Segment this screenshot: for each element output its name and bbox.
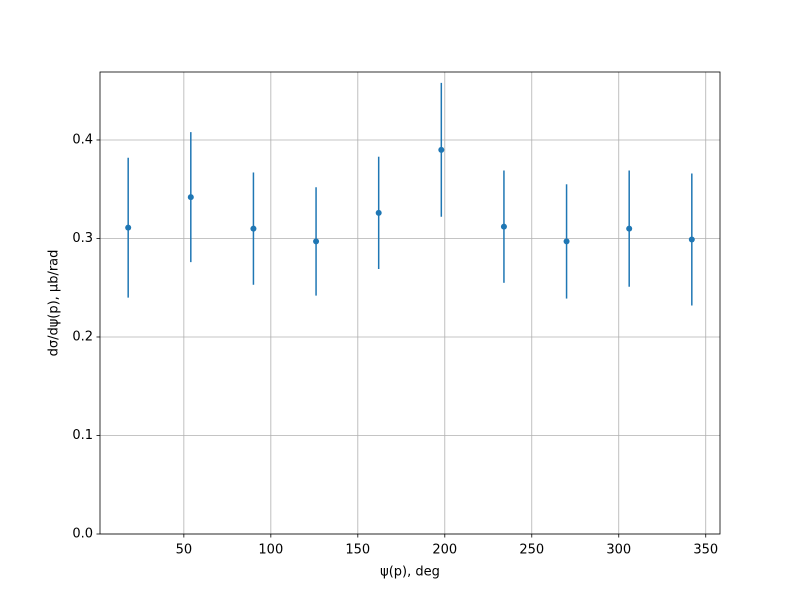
data-point <box>688 236 695 243</box>
x-axis-label: ψ(p), deg <box>380 565 440 580</box>
data-point <box>250 225 257 232</box>
x-tick-label: 200 <box>432 543 457 558</box>
plot-frame <box>99 71 721 535</box>
data-point <box>125 224 132 231</box>
data-point <box>626 225 633 232</box>
data-point <box>187 194 194 201</box>
data-point <box>500 223 507 230</box>
data-point <box>375 209 382 216</box>
y-axis-label: dσ/dψ(p), μb/rad <box>47 250 62 357</box>
x-tick-label: 150 <box>345 543 370 558</box>
y-tick-label: 0.3 <box>72 231 93 246</box>
x-tick-label: 100 <box>258 543 283 558</box>
y-tick-label: 0.1 <box>72 428 93 443</box>
data-point <box>563 238 570 245</box>
x-tick-label: 250 <box>519 543 544 558</box>
data-point <box>438 146 445 153</box>
y-tick-label: 0.0 <box>72 527 93 542</box>
data-point <box>313 238 320 245</box>
x-tick-label: 50 <box>176 543 193 558</box>
y-tick-label: 0.2 <box>72 329 93 344</box>
x-tick-label: 300 <box>606 543 631 558</box>
y-tick-label: 0.4 <box>72 132 93 147</box>
x-tick-label: 350 <box>693 543 718 558</box>
